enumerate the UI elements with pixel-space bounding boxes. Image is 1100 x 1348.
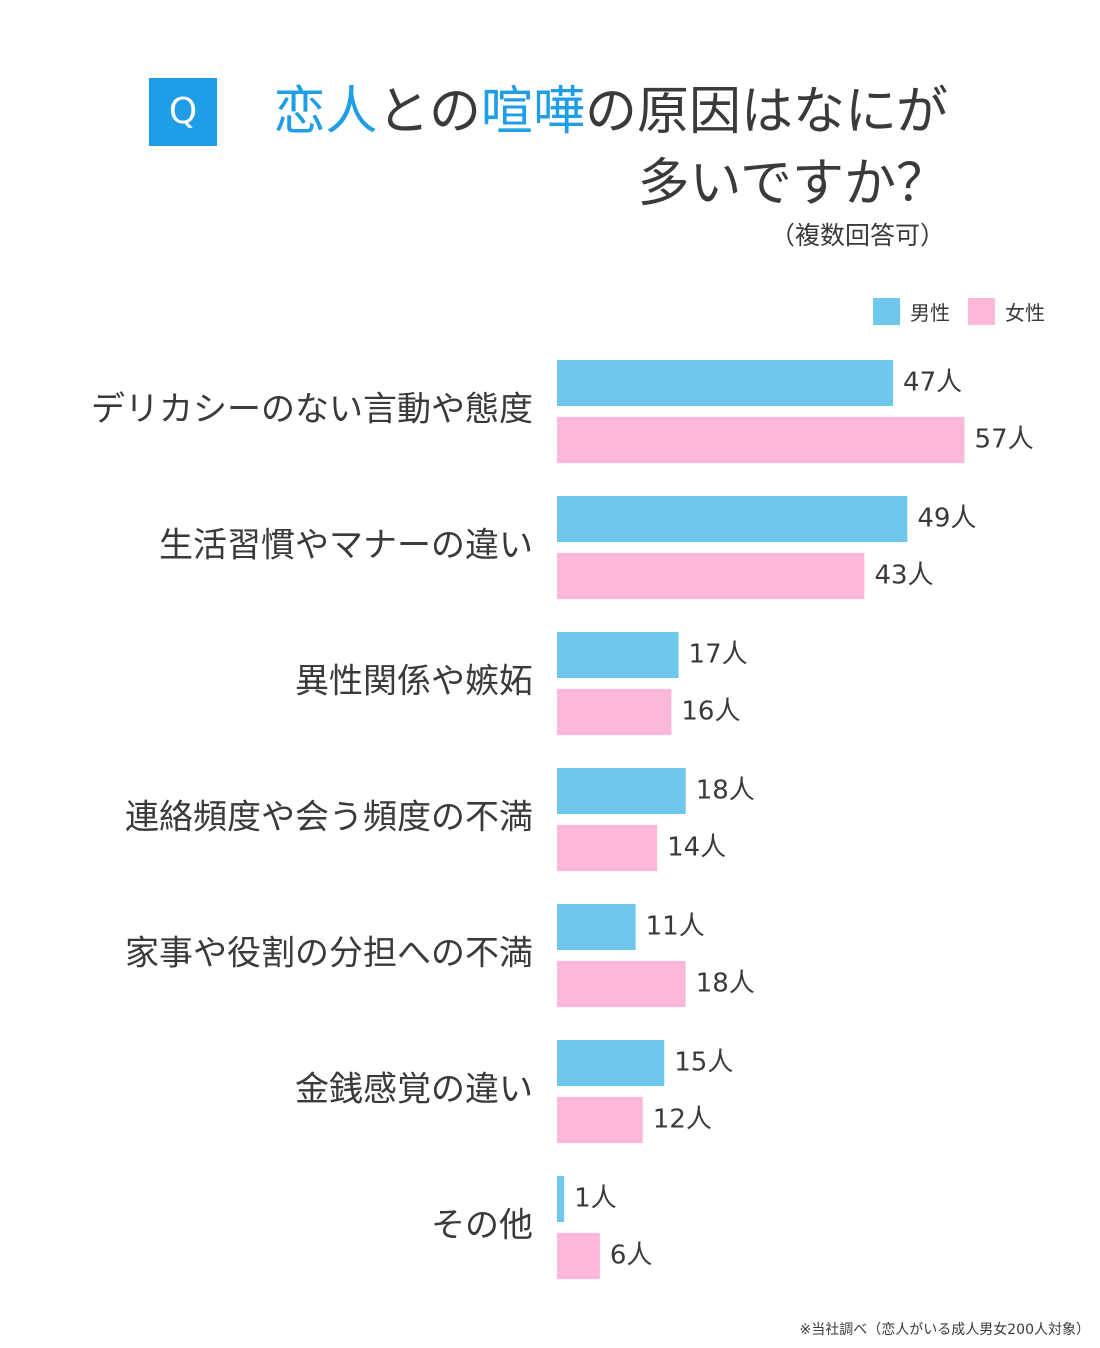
data-label: 43人 <box>874 561 933 591</box>
data-label: 1人 <box>574 1184 617 1214</box>
bar-female <box>557 1097 643 1143</box>
bar-female <box>557 689 672 735</box>
bar-male <box>557 1040 665 1086</box>
legend-label-female: 女性 <box>1005 301 1045 325</box>
category-label: その他 <box>431 1206 533 1246</box>
data-label: 49人 <box>917 504 976 534</box>
bar-female <box>557 417 965 463</box>
title-segment: 恋人 <box>273 82 378 142</box>
bar-male <box>557 496 908 542</box>
title-line-2: 多いですか？ <box>637 154 948 214</box>
title-segment: との <box>377 82 482 142</box>
q-label: Q <box>168 91 198 132</box>
data-label: 15人 <box>674 1048 733 1078</box>
legend-swatch-male <box>873 298 900 325</box>
title-segment: 喧嘩 <box>481 82 586 142</box>
footnote: ※当社調べ（恋人がいる成人男女200人対象） <box>799 1322 1090 1338</box>
bar-female <box>557 825 658 871</box>
category-label: 金銭感覚の違い <box>295 1070 533 1110</box>
data-label: 12人 <box>653 1105 712 1135</box>
data-label: 18人 <box>696 776 755 806</box>
bar-male <box>557 632 679 678</box>
legend-item-female: 女性 <box>968 297 1045 326</box>
category-label: 連絡頻度や会う頻度の不満 <box>125 798 533 838</box>
category-label: 生活習慣やマナーの違い <box>159 526 533 566</box>
legend: 男性 女性 <box>855 297 1045 326</box>
bar-female <box>557 1233 600 1279</box>
bar-male <box>557 1176 565 1222</box>
category-label: 異性関係や嫉妬 <box>295 662 533 702</box>
data-label: 18人 <box>696 969 755 999</box>
data-label: 47人 <box>903 368 962 398</box>
data-label: 16人 <box>681 697 740 727</box>
bar-male <box>557 360 894 406</box>
bar-male <box>557 904 636 950</box>
data-label: 14人 <box>667 833 726 863</box>
subtitle: （複数回答可） <box>769 221 945 250</box>
data-label: 17人 <box>689 640 748 670</box>
category-label: デリカシーのない言動や態度 <box>91 390 533 430</box>
bar-female <box>557 961 686 1007</box>
q-badge: Q <box>149 78 217 146</box>
title-segment: の原因はなにが <box>585 82 948 142</box>
title-line-1: 恋人との喧嘩の原因はなにが <box>274 86 948 138</box>
category-label: 家事や役割の分担への不満 <box>125 934 533 974</box>
data-label: 11人 <box>646 912 705 942</box>
legend-item-male: 男性 <box>873 297 950 326</box>
legend-swatch-female <box>968 298 995 325</box>
bar-male <box>557 768 686 814</box>
data-label: 6人 <box>610 1241 653 1271</box>
legend-label-male: 男性 <box>910 301 950 325</box>
data-label: 57人 <box>975 425 1034 455</box>
bar-female <box>557 553 865 599</box>
